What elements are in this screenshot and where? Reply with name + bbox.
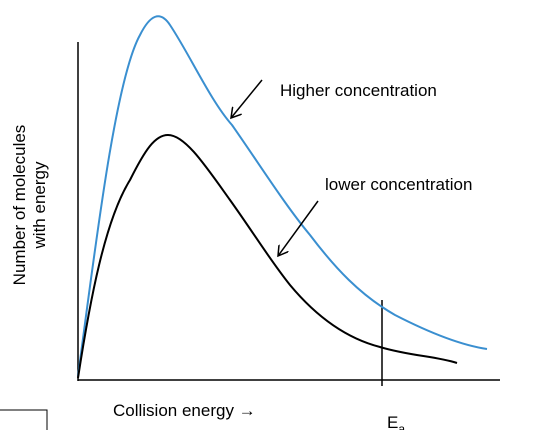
- lower-curve: [77, 133, 458, 379]
- ea-main: E: [387, 413, 398, 430]
- arrow: [231, 79, 263, 118]
- y-axis-line: with energy: [30, 161, 49, 249]
- higher-label: Higher concentration: [280, 81, 437, 100]
- lower-label: lower concentration: [325, 175, 472, 194]
- ea-sub: a: [398, 422, 405, 430]
- ea-label: Ea: [387, 413, 405, 430]
- box-fragment: [0, 409, 48, 430]
- x-axis-label: Collision energy →: [113, 401, 256, 420]
- y-axis-label: Number of molecules with energy: [10, 125, 49, 286]
- higher-curve: [77, 15, 488, 377]
- y-axis-line: Number of molecules: [10, 125, 29, 286]
- arrow: [278, 200, 319, 256]
